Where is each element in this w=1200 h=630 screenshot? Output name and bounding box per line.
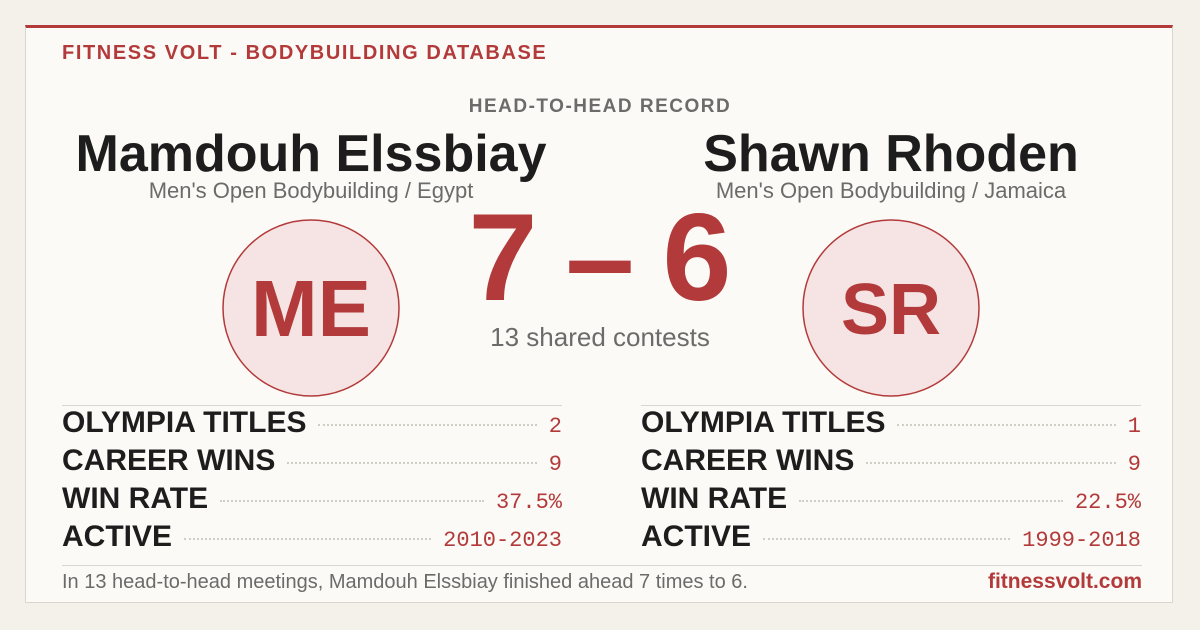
stat-label: OLYMPIA TITLES [62, 406, 307, 439]
score-left: 7 [468, 189, 538, 327]
stat-row: CAREER WINS 9 [641, 444, 1141, 482]
stat-row: WIN RATE 37.5% [62, 482, 562, 520]
leader [318, 424, 537, 426]
stat-row: ACTIVE 2010-2023 [62, 520, 562, 558]
stat-row: CAREER WINS 9 [62, 444, 562, 482]
athlete-name: Mamdouh Elssbiay [75, 125, 547, 183]
stat-label: ACTIVE [641, 520, 752, 553]
stat-label: WIN RATE [62, 482, 209, 515]
stat-label: OLYMPIA TITLES [641, 406, 886, 439]
leader [287, 462, 537, 464]
leader [799, 500, 1063, 502]
leader [184, 538, 432, 540]
stat-value: 22.5% [1074, 490, 1141, 515]
stat-value: 1999-2018 [1022, 528, 1141, 553]
stat-row: ACTIVE 1999-2018 [641, 520, 1141, 558]
site-link[interactable]: fitnessvolt.com [987, 570, 1142, 593]
stat-row: OLYMPIA TITLES 1 [641, 406, 1141, 444]
stat-label: WIN RATE [641, 482, 788, 515]
footer: In 13 head-to-head meetings, Mamdouh Els… [62, 565, 1142, 594]
stat-label: CAREER WINS [641, 444, 855, 477]
stat-value: 2 [548, 414, 562, 439]
stat-row: OLYMPIA TITLES 2 [62, 406, 562, 444]
stat-value: 37.5% [495, 490, 562, 515]
score-caption: 13 shared contests [490, 322, 710, 352]
leader [220, 500, 484, 502]
stat-value: 1 [1127, 414, 1141, 439]
athlete-subtitle: Men's Open Bodybuilding / Egypt [148, 178, 474, 203]
stat-label: CAREER WINS [62, 444, 276, 477]
stat-value: 9 [1127, 452, 1141, 477]
avatar-circle [802, 219, 980, 397]
athlete-name: Shawn Rhoden [703, 125, 1079, 183]
brand: FITNESS VOLT - BODYBUILDING DATABASE [62, 42, 548, 64]
stat-row: WIN RATE 22.5% [641, 482, 1141, 520]
stat-value: 9 [548, 452, 562, 477]
leader [763, 538, 1011, 540]
leader [897, 424, 1116, 426]
card: FITNESS VOLT - BODYBUILDING DATABASE HEA… [25, 25, 1173, 603]
athlete-subtitle: Men's Open Bodybuilding / Jamaica [715, 178, 1067, 203]
stat-value: 2010-2023 [443, 528, 562, 553]
score-right: 6 [662, 189, 732, 327]
stats: OLYMPIA TITLES 1 CAREER WINS 9 WIN RATE 22.5%… [641, 405, 1141, 558]
score: 7–6 [26, 196, 1174, 320]
initials: SR [841, 270, 941, 350]
initials: ME [251, 264, 371, 353]
section-title: HEAD-TO-HEAD RECORD [468, 96, 732, 117]
stat-label: ACTIVE [62, 520, 173, 553]
score-separator: – [565, 189, 635, 327]
footer-note: In 13 head-to-head meetings, Mamdouh Els… [62, 571, 748, 593]
avatars: ME SR [222, 219, 980, 397]
stats: OLYMPIA TITLES 2 CAREER WINS 9 WIN RATE 37.5%… [62, 405, 562, 558]
leader [866, 462, 1116, 464]
avatar-circle [222, 219, 400, 397]
